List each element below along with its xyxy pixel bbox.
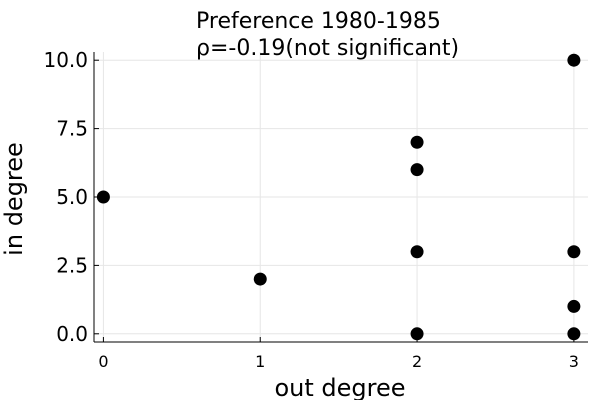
x-tick-label: 3 [569,352,579,371]
data-point [567,327,581,341]
data-points [96,53,581,341]
data-point [410,163,424,177]
grid [94,52,588,342]
data-point [567,53,581,67]
data-point [567,299,581,313]
chart-title-line-2: ρ=-0.19(not significant) [196,36,459,61]
data-point [410,135,424,149]
y-tick-label: 0.0 [56,322,88,346]
y-tick-label: 7.5 [56,117,88,141]
x-axis-label: out degree [274,374,405,400]
data-point [567,245,581,259]
data-point [96,190,110,204]
y-tick-label: 2.5 [56,253,88,277]
data-point [410,245,424,259]
y-axis-label: in degree [0,142,28,256]
data-point [253,272,267,286]
x-tick-label: 2 [412,352,422,371]
y-tick-label: 10.0 [43,48,88,72]
chart-title-line-1: Preference 1980-1985 [196,9,441,34]
data-point [410,327,424,341]
x-tick-label: 0 [98,352,108,371]
x-tick-label: 1 [255,352,265,371]
y-tick-label: 5.0 [56,185,88,209]
ticks: 0 1 2 3 0.0 2.5 5.0 7.5 10.0 [43,48,579,371]
